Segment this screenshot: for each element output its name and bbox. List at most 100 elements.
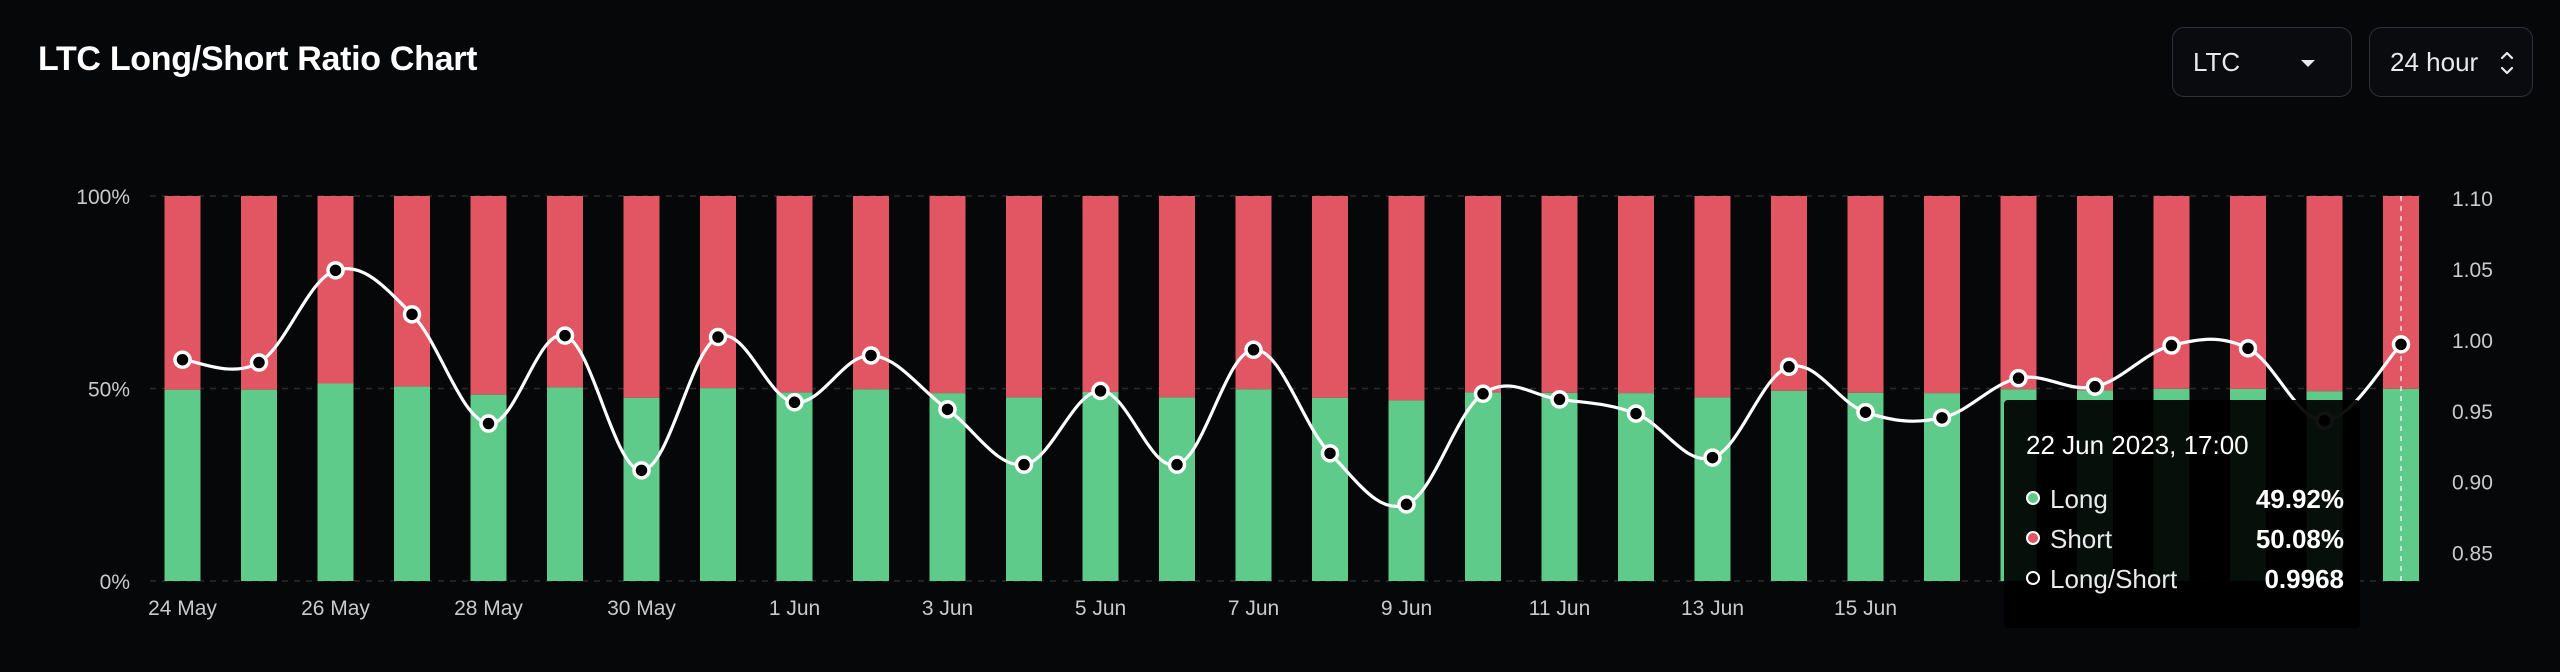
long-bar[interactable] xyxy=(700,388,736,581)
x-axis-tick-label: 3 Jun xyxy=(922,597,973,620)
long-bar[interactable] xyxy=(394,386,430,581)
ratio-point[interactable] xyxy=(1626,404,1646,423)
short-bar[interactable] xyxy=(1924,196,1960,394)
short-bar[interactable] xyxy=(547,196,583,388)
long-bar[interactable] xyxy=(1541,392,1578,581)
ratio-point[interactable] xyxy=(1932,408,1952,428)
ratio-point[interactable] xyxy=(861,346,881,365)
short-bar[interactable] xyxy=(776,196,813,393)
ratio-point[interactable] xyxy=(2162,336,2181,355)
short-bar[interactable] xyxy=(2077,196,2113,391)
x-axis-tick-label: 26 May xyxy=(301,597,370,620)
short-bar[interactable] xyxy=(2000,196,2037,390)
coin-select-value: LTC xyxy=(2193,46,2241,77)
ratio-point[interactable] xyxy=(173,350,192,369)
ratio-point[interactable] xyxy=(2085,377,2105,396)
ratio-point[interactable] xyxy=(326,261,345,280)
long-bar[interactable] xyxy=(929,393,966,581)
y-axis-tick-label: 0% xyxy=(100,571,130,594)
short-bar[interactable] xyxy=(700,196,736,389)
short-bar[interactable] xyxy=(623,196,660,398)
ratio-point[interactable] xyxy=(1244,340,1263,360)
ratio-point[interactable] xyxy=(1320,444,1340,463)
ratio-point[interactable] xyxy=(1397,495,1416,514)
x-axis-tick-label: 15 Jun xyxy=(1834,597,1897,620)
ratio-point[interactable] xyxy=(632,461,651,480)
long-bar[interactable] xyxy=(776,392,813,581)
chevron-down-icon xyxy=(2301,60,2315,67)
short-bar[interactable] xyxy=(1618,196,1654,394)
short-bar[interactable] xyxy=(394,196,430,387)
long-bar[interactable] xyxy=(164,389,201,581)
long-bar[interactable] xyxy=(547,387,583,581)
long-bar[interactable] xyxy=(1388,400,1425,581)
y2-axis-tick-label: 0.95 xyxy=(2452,401,2493,424)
short-bar[interactable] xyxy=(2306,196,2343,392)
ratio-point[interactable] xyxy=(1091,381,1110,401)
tooltip-label: Short xyxy=(2050,524,2113,554)
ratio-point[interactable] xyxy=(402,305,422,324)
long-legend-dot xyxy=(2026,491,2040,505)
long-bar[interactable] xyxy=(1847,392,1884,581)
period-select[interactable]: 24 hour xyxy=(2369,27,2533,97)
tooltip-row-short: Short 50.08% xyxy=(2026,522,2344,556)
ratio-legend-dot xyxy=(2026,571,2040,585)
ratio-line xyxy=(182,267,2403,508)
short-bar[interactable] xyxy=(929,196,966,394)
ratio-point[interactable] xyxy=(2009,368,2028,388)
long-bar[interactable] xyxy=(1312,397,1348,581)
y2-axis-tick-label: 0.85 xyxy=(2452,543,2493,566)
ratio-point[interactable] xyxy=(2238,339,2258,358)
short-bar[interactable] xyxy=(1235,196,1272,390)
long-bar[interactable] xyxy=(241,389,277,581)
long-bar[interactable] xyxy=(1771,390,1807,581)
x-axis-tick-label: 7 Jun xyxy=(1228,597,1279,620)
coin-select[interactable]: LTC xyxy=(2172,27,2352,97)
ratio-point[interactable] xyxy=(1014,455,1034,474)
short-bar[interactable] xyxy=(1388,196,1425,401)
long-bar[interactable] xyxy=(1465,392,1501,581)
ratio-point[interactable] xyxy=(1779,357,1799,377)
long-bar[interactable] xyxy=(1006,397,1042,581)
short-bar[interactable] xyxy=(1847,196,1884,393)
long-bar[interactable] xyxy=(1235,389,1272,581)
short-bar[interactable] xyxy=(1541,196,1578,393)
short-bar[interactable] xyxy=(1694,196,1731,398)
x-axis-tick-label: 28 May xyxy=(454,597,523,620)
long-bar[interactable] xyxy=(1618,393,1654,581)
long-bar[interactable] xyxy=(1082,391,1119,581)
ratio-point[interactable] xyxy=(785,393,804,412)
ratio-point[interactable] xyxy=(479,414,498,433)
ratio-point[interactable] xyxy=(708,327,728,347)
y-axis-tick-label: 100% xyxy=(76,186,130,209)
short-bar[interactable] xyxy=(1159,196,1195,398)
ratio-point[interactable] xyxy=(1473,384,1493,404)
ratio-point[interactable] xyxy=(1550,390,1569,409)
short-bar[interactable] xyxy=(2153,196,2190,389)
ratio-point[interactable] xyxy=(1167,455,1187,474)
long-bar[interactable] xyxy=(623,397,660,581)
short-bar[interactable] xyxy=(1006,196,1042,398)
ratio-point[interactable] xyxy=(555,326,575,345)
short-bar[interactable] xyxy=(317,196,354,384)
y2-axis-tick-label: 1.05 xyxy=(2452,259,2493,282)
short-bar[interactable] xyxy=(1082,196,1119,392)
tooltip-label: Long/Short xyxy=(2050,564,2178,594)
period-select-value: 24 hour xyxy=(2390,46,2479,77)
chart-tooltip: 22 Jun 2023, 17:00 Long 49.92% Short 50.… xyxy=(2004,400,2360,628)
long-bar[interactable] xyxy=(1694,397,1731,581)
long-bar[interactable] xyxy=(1159,397,1195,581)
ratio-point[interactable] xyxy=(1703,448,1722,467)
short-bar[interactable] xyxy=(470,196,507,395)
long-bar[interactable] xyxy=(853,389,889,581)
ratio-point[interactable] xyxy=(1856,402,1875,422)
short-bar[interactable] xyxy=(1465,196,1501,393)
ratio-point[interactable] xyxy=(2391,335,2411,354)
ratio-point[interactable] xyxy=(938,400,957,419)
long-bar[interactable] xyxy=(317,383,354,581)
x-axis-tick-label: 1 Jun xyxy=(769,597,820,620)
short-bar[interactable] xyxy=(1312,196,1348,398)
up-down-chevron-icon xyxy=(2500,51,2514,75)
ratio-point[interactable] xyxy=(249,353,269,372)
